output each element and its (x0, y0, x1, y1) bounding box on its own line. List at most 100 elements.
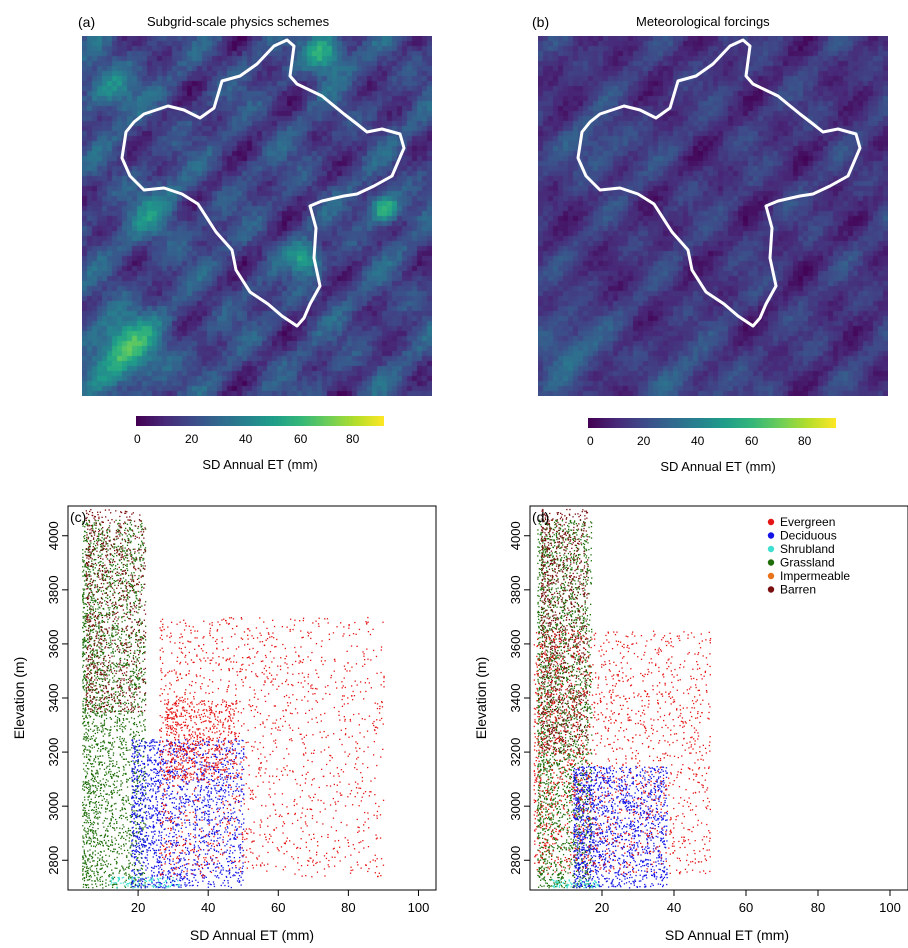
scatter-point (86, 598, 89, 600)
scatter-point (85, 517, 87, 520)
scatter-point (122, 824, 124, 826)
scatter-point (103, 574, 106, 577)
scatter-point (223, 804, 226, 806)
scatter-point (94, 548, 96, 550)
scatter-point (97, 519, 99, 522)
scatter-point (95, 699, 97, 701)
scatter-point (97, 589, 99, 592)
scatter-point (96, 769, 98, 771)
scatter-point (170, 753, 172, 755)
scatter-point (89, 673, 91, 676)
scatter-point (220, 795, 222, 797)
scatter-point (101, 565, 103, 567)
scatter-point (118, 718, 120, 720)
scatter-point (84, 565, 86, 567)
scatter-point (87, 621, 89, 623)
scatter-point (95, 844, 98, 846)
scatter-point (192, 747, 194, 750)
scatter-point (105, 842, 107, 845)
scatter-point (111, 707, 113, 709)
scatter-point (116, 792, 118, 794)
scatter-point (103, 798, 105, 800)
scatter-point (158, 813, 160, 815)
scatter-point (121, 617, 123, 619)
scatter-point (130, 645, 132, 647)
scatter-point (131, 703, 133, 705)
scatter-point (82, 601, 85, 604)
scatter-point (143, 587, 145, 589)
scatter-point (110, 669, 112, 671)
scatter-point (141, 829, 143, 831)
scatter-point (86, 756, 88, 758)
scatter-point (112, 613, 114, 615)
scatter-point (134, 876, 136, 879)
scatter-point (127, 885, 129, 887)
scatter-point (139, 873, 142, 875)
scatter-point (123, 683, 125, 685)
scatter-point (114, 765, 116, 767)
scatter-point (189, 800, 191, 802)
scatter-point (192, 884, 194, 886)
scatter-point (240, 788, 242, 790)
scatter-point (100, 597, 103, 600)
scatter-point (109, 561, 111, 564)
scatter-point (173, 773, 176, 775)
scatter-point (116, 775, 118, 777)
scatter-point (137, 526, 140, 528)
scatter-point (95, 806, 98, 808)
scatter-point (134, 682, 136, 684)
scatter-point (116, 886, 118, 889)
scatter-point (185, 885, 187, 887)
scatter-point (117, 531, 119, 533)
scatter-point (115, 602, 117, 604)
scatter-point (210, 791, 212, 793)
scatter-point (238, 822, 240, 824)
scatter-point (118, 770, 120, 772)
scatter-point (150, 779, 153, 781)
scatter-point (159, 856, 161, 858)
scatter-point (106, 529, 108, 531)
scatter-point (83, 540, 85, 542)
scatter-point (102, 730, 104, 732)
scatter-point (139, 869, 141, 871)
scatter-point (120, 630, 123, 632)
scatter-point (236, 752, 238, 754)
scatter-point (135, 832, 137, 834)
scatter-point (92, 832, 94, 834)
scatter-point (147, 744, 149, 747)
scatter-point (100, 596, 103, 599)
scatter-point (129, 847, 131, 849)
scatter-point (138, 606, 140, 608)
scatter-point (94, 846, 97, 848)
scatter-point (129, 875, 131, 877)
scatter-point (112, 814, 114, 816)
scatter-point (142, 829, 144, 831)
scatter-point (107, 597, 109, 600)
scatter-point (112, 650, 114, 652)
scatter-point (98, 801, 100, 803)
scatter-point (204, 743, 206, 745)
scatter-point (230, 815, 233, 818)
scatter-point (86, 577, 88, 579)
scatter-point (92, 688, 94, 691)
scatter-point (204, 805, 206, 807)
scatter-point (86, 771, 88, 773)
scatter-point (125, 564, 127, 567)
scatter-point (138, 754, 140, 756)
scatter-point (97, 574, 99, 577)
scatter-point (88, 625, 90, 627)
scatter-point (133, 871, 135, 873)
scatter-point (153, 885, 155, 887)
scatter-point (141, 622, 143, 624)
scatter-point (166, 739, 168, 741)
scatter-point (111, 882, 113, 884)
scatter-point (126, 644, 128, 646)
scatter-point (142, 878, 144, 880)
scatter-point (84, 645, 86, 648)
scatter-point (89, 665, 91, 667)
scatter-point (140, 784, 142, 786)
scatter-point (143, 773, 145, 775)
panel-b-heatmap (538, 36, 888, 396)
scatter-point (180, 871, 183, 873)
